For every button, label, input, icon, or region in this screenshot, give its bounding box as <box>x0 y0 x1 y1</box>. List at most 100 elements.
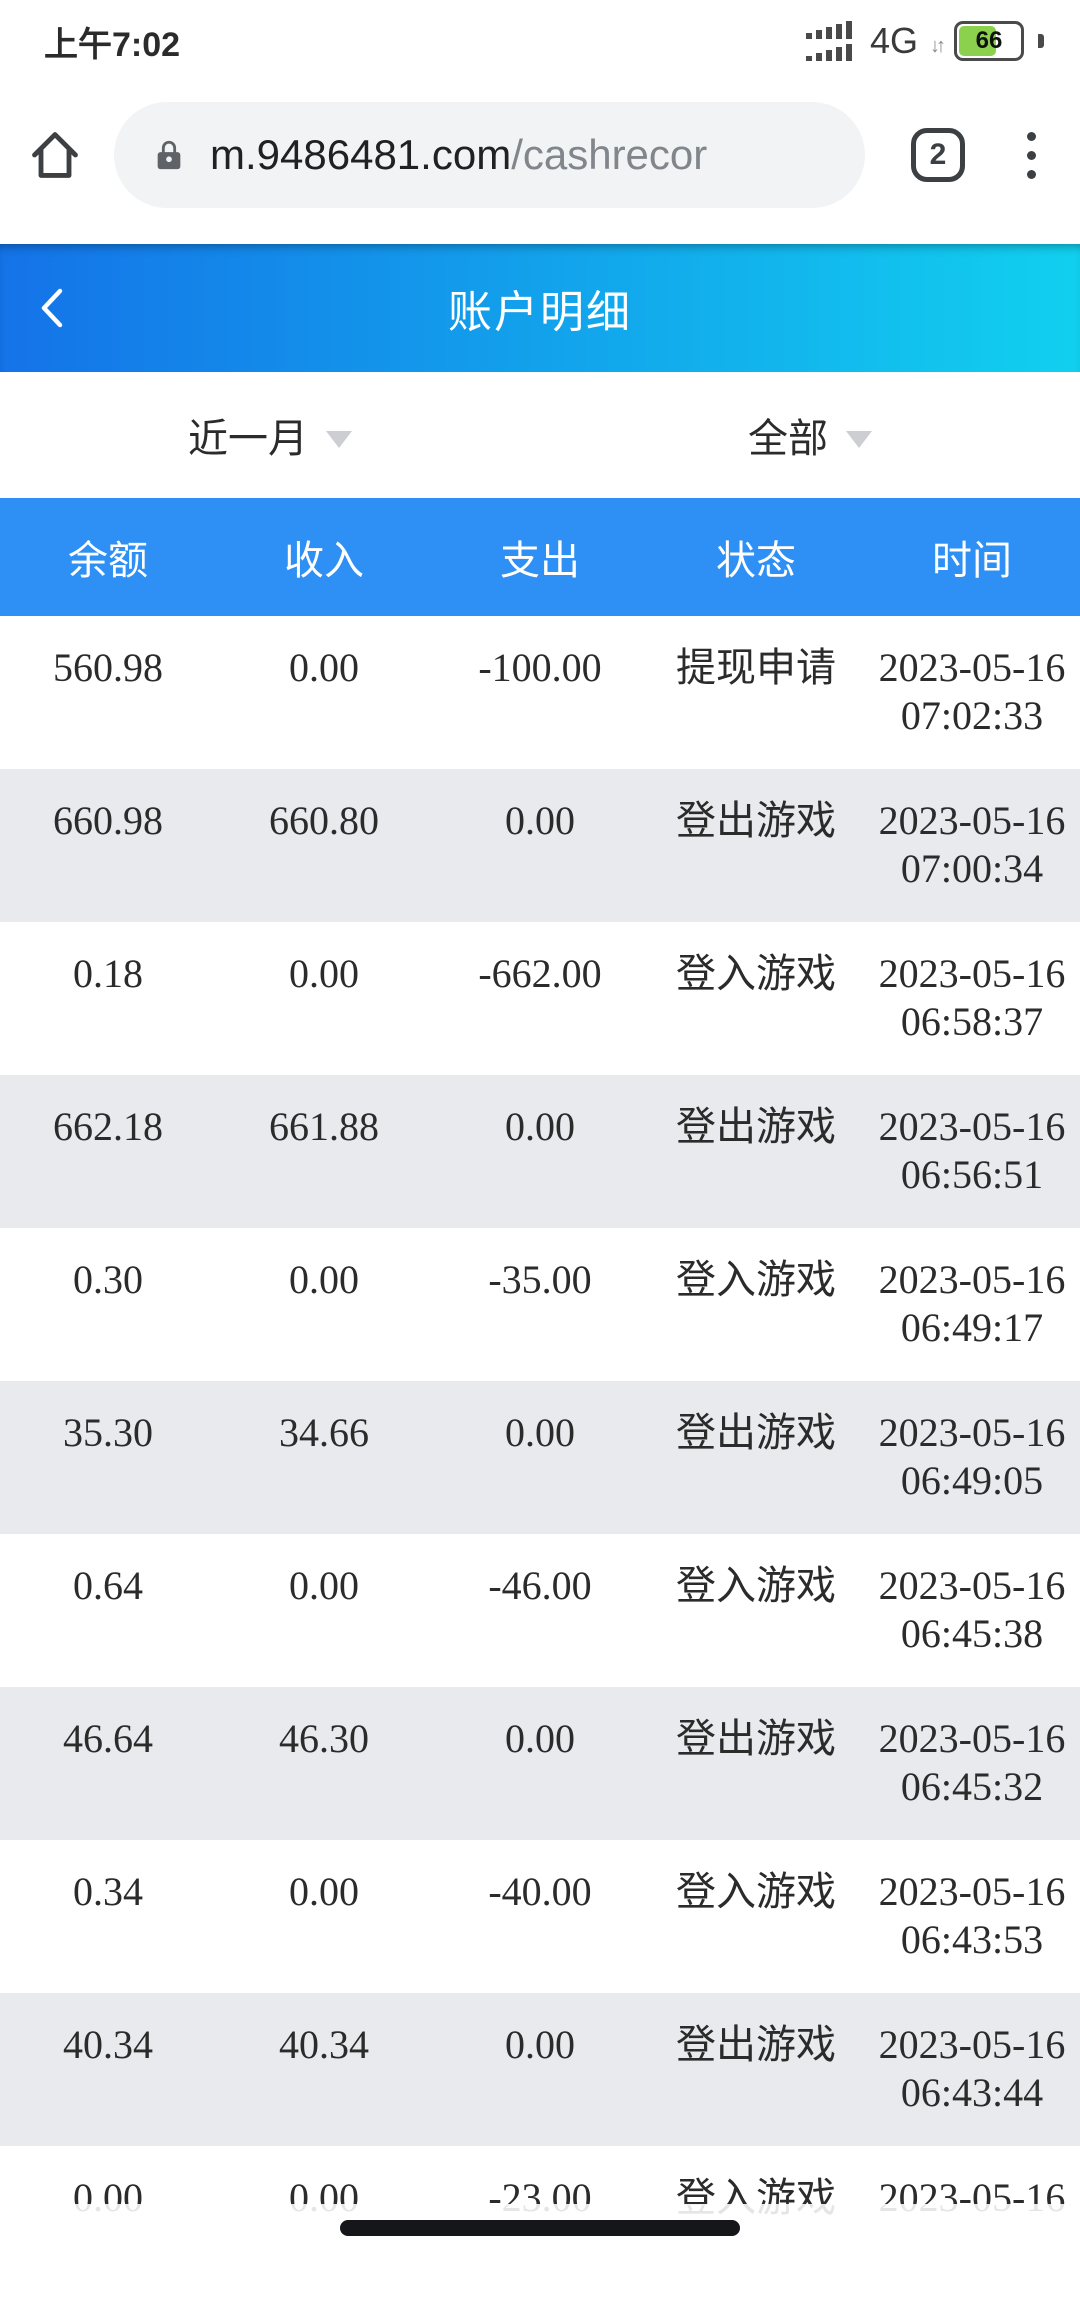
chevron-left-icon <box>41 288 63 328</box>
time-cell: 2023-05-16 06:58:37 <box>864 922 1080 1075</box>
expense-cell: -35.00 <box>488 1257 592 1302</box>
expense-cell: 0.00 <box>505 1410 575 1455</box>
battery-nub <box>1038 34 1044 48</box>
time-text: 06:43:44 <box>900 2070 1044 2115</box>
time-text: 06:45:32 <box>900 1764 1044 1809</box>
header-status: 状态 <box>648 498 864 616</box>
status-cell: 登入游戏 <box>676 1257 836 1302</box>
expense-cell: 0.00 <box>505 798 575 843</box>
table-header-row: 余额 收入 支出 状态 时间 <box>0 498 1080 616</box>
balance-cell: 35.30 <box>63 1410 153 1455</box>
address-bar[interactable]: m.9486481.com/cashrecor <box>114 102 865 208</box>
table-row: 662.18 661.88 0.00 登出游戏 2023-05-16 06:56… <box>0 1075 1080 1228</box>
home-icon <box>32 132 78 178</box>
balance-cell: 560.98 <box>53 645 163 690</box>
network-activity-arrows-icon: ↓↑ <box>930 34 946 57</box>
balance-cell: 0.30 <box>73 1257 143 1302</box>
balance-cell: 662.18 <box>53 1104 163 1149</box>
time-cell: 2023-05-16 06:43:53 <box>864 1840 1080 1993</box>
date-text: 2023-05-16 <box>878 1410 1066 1455</box>
date-range-value: 近一月 <box>188 416 308 461</box>
status-cell: 登出游戏 <box>676 1410 836 1455</box>
browser-menu-button[interactable] <box>1017 126 1046 185</box>
income-cell: 0.00 <box>289 1869 359 1914</box>
income-cell: 0.00 <box>289 1563 359 1608</box>
income-cell: 0.00 <box>289 645 359 690</box>
income-cell: 40.34 <box>279 2022 369 2067</box>
table-row: 660.98 660.80 0.00 登出游戏 2023-05-16 07:00… <box>0 769 1080 922</box>
home-button[interactable] <box>26 126 84 184</box>
status-cell: 登出游戏 <box>676 1104 836 1149</box>
balance-cell: 0.64 <box>73 1563 143 1608</box>
date-text: 2023-05-16 <box>878 1563 1066 1608</box>
tab-switcher-button[interactable]: 2 <box>911 128 965 182</box>
url-text: m.9486481.com/cashrecor <box>210 131 707 179</box>
time-cell: 2023-05-16 06:45:38 <box>864 1534 1080 1687</box>
status-cell: 登出游戏 <box>676 1716 836 1761</box>
back-button[interactable] <box>14 244 90 372</box>
header-balance: 余额 <box>0 498 216 616</box>
transactions-table-body: 560.98 0.00 -100.00 提现申请 2023-05-16 07:0… <box>0 616 1080 2299</box>
clock: 上午7:02 <box>44 25 181 64</box>
lock-icon <box>152 138 186 172</box>
date-range-dropdown[interactable]: 近一月 <box>0 372 540 498</box>
date-text: 2023-05-16 <box>878 1104 1066 1149</box>
table-row: 0.18 0.00 -662.00 登入游戏 2023-05-16 06:58:… <box>0 922 1080 1075</box>
table-row: 0.64 0.00 -46.00 登入游戏 2023-05-16 06:45:3… <box>0 1534 1080 1687</box>
date-text: 2023-05-16 <box>878 951 1066 996</box>
time-cell: 2023-05-16 07:00:34 <box>864 769 1080 922</box>
income-cell: 0.00 <box>289 1257 359 1302</box>
income-cell: 661.88 <box>269 1104 379 1149</box>
date-text: 2023-05-16 <box>878 1716 1066 1761</box>
status-bar: 上午7:02 4G ↓↑ 66 <box>0 0 1080 66</box>
status-cell: 登出游戏 <box>676 2022 836 2067</box>
home-indicator-bar[interactable] <box>340 2220 740 2236</box>
status-icons: 4G ↓↑ 66 <box>805 20 1044 62</box>
time-text: 07:02:33 <box>900 693 1044 738</box>
url-domain: m.9486481.com <box>210 131 512 178</box>
expense-cell: 0.00 <box>505 2022 575 2067</box>
header-time: 时间 <box>864 498 1080 616</box>
status-cell: 登入游戏 <box>676 1869 836 1914</box>
date-text: 2023-05-16 <box>878 1257 1066 1302</box>
battery-icon: 66 <box>954 21 1024 61</box>
chevron-down-icon <box>326 430 352 448</box>
table-row: 0.30 0.00 -35.00 登入游戏 2023-05-16 06:49:1… <box>0 1228 1080 1381</box>
income-cell: 0.00 <box>289 951 359 996</box>
time-cell: 2023-05-16 06:43:44 <box>864 1993 1080 2146</box>
cell-signal-icon <box>805 21 858 61</box>
type-dropdown[interactable]: 全部 <box>540 372 1080 498</box>
time-cell: 2023-05-16 06:45:32 <box>864 1687 1080 1840</box>
income-cell: 660.80 <box>269 798 379 843</box>
time-text: 06:56:51 <box>900 1152 1044 1197</box>
transactions-table: 余额 收入 支出 状态 时间 560.98 0.00 -100.00 提现申请 … <box>0 498 1080 2299</box>
status-cell: 登出游戏 <box>676 798 836 843</box>
expense-cell: -662.00 <box>478 951 602 996</box>
page-header: 账户明细 <box>0 244 1080 372</box>
date-text: 2023-05-16 <box>878 2022 1066 2067</box>
income-cell: 46.30 <box>279 1716 369 1761</box>
tab-count: 2 <box>929 138 947 171</box>
balance-cell: 0.34 <box>73 1869 143 1914</box>
expense-cell: -100.00 <box>478 645 602 690</box>
time-text: 06:43:53 <box>900 1917 1044 1962</box>
time-text: 06:49:17 <box>900 1305 1044 1350</box>
header-expense: 支出 <box>432 498 648 616</box>
time-text: 06:45:38 <box>900 1611 1044 1656</box>
time-text: 06:58:37 <box>900 999 1044 1044</box>
expense-cell: -40.00 <box>488 1869 592 1914</box>
date-text: 2023-05-16 <box>878 1869 1066 1914</box>
overflow-menu-icon <box>1027 131 1036 141</box>
time-cell: 2023-05-16 06:49:17 <box>864 1228 1080 1381</box>
balance-cell: 660.98 <box>53 798 163 843</box>
expense-cell: 0.00 <box>505 1104 575 1149</box>
balance-cell: 40.34 <box>63 2022 153 2067</box>
page-title: 账户明细 <box>448 288 632 337</box>
battery-fill <box>959 26 997 56</box>
date-text: 2023-05-16 <box>878 645 1066 690</box>
balance-cell: 46.64 <box>63 1716 153 1761</box>
date-text: 2023-05-16 <box>878 798 1066 843</box>
type-value: 全部 <box>748 416 828 461</box>
table-row: 560.98 0.00 -100.00 提现申请 2023-05-16 07:0… <box>0 616 1080 769</box>
status-cell: 登入游戏 <box>676 951 836 996</box>
